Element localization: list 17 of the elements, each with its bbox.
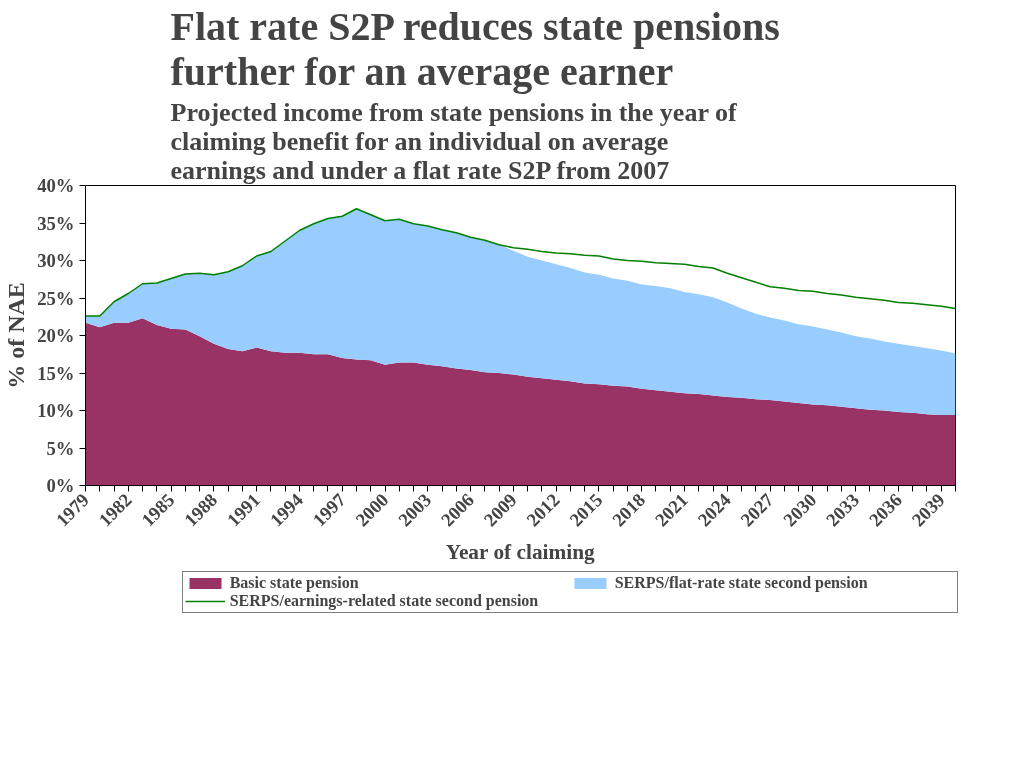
- chart-subtitle: Projected income from state pensions in the year of claiming benefit for an individual on average earnings and under a flat rate S2P from 2007: [170, 97, 737, 185]
- legend-label: Basic state pension: [229, 574, 360, 592]
- y-axis-title: % of NAE: [3, 282, 30, 389]
- line-series: [85, 208, 956, 317]
- legend-label: SERPS/earnings-related state second pension: [229, 592, 540, 610]
- y-tick-label: 0%: [46, 475, 75, 496]
- legend-label: SERPS/flat-rate state second pension: [614, 574, 869, 592]
- y-tick-label: 30%: [37, 250, 75, 271]
- y-tick-label: 10%: [37, 400, 75, 421]
- y-tick-label: 20%: [37, 325, 75, 346]
- y-tick-label: 15%: [37, 362, 75, 384]
- chart-title: Flat rate S2P reduces state pensions further for an average earner: [170, 3, 780, 94]
- y-tick-label: 5%: [46, 437, 75, 459]
- x-axis-title: Year of claiming: [445, 540, 596, 565]
- y-tick-label: 35%: [37, 212, 75, 234]
- y-tick-label: 25%: [37, 287, 75, 309]
- y-tick-label: 40%: [37, 175, 75, 196]
